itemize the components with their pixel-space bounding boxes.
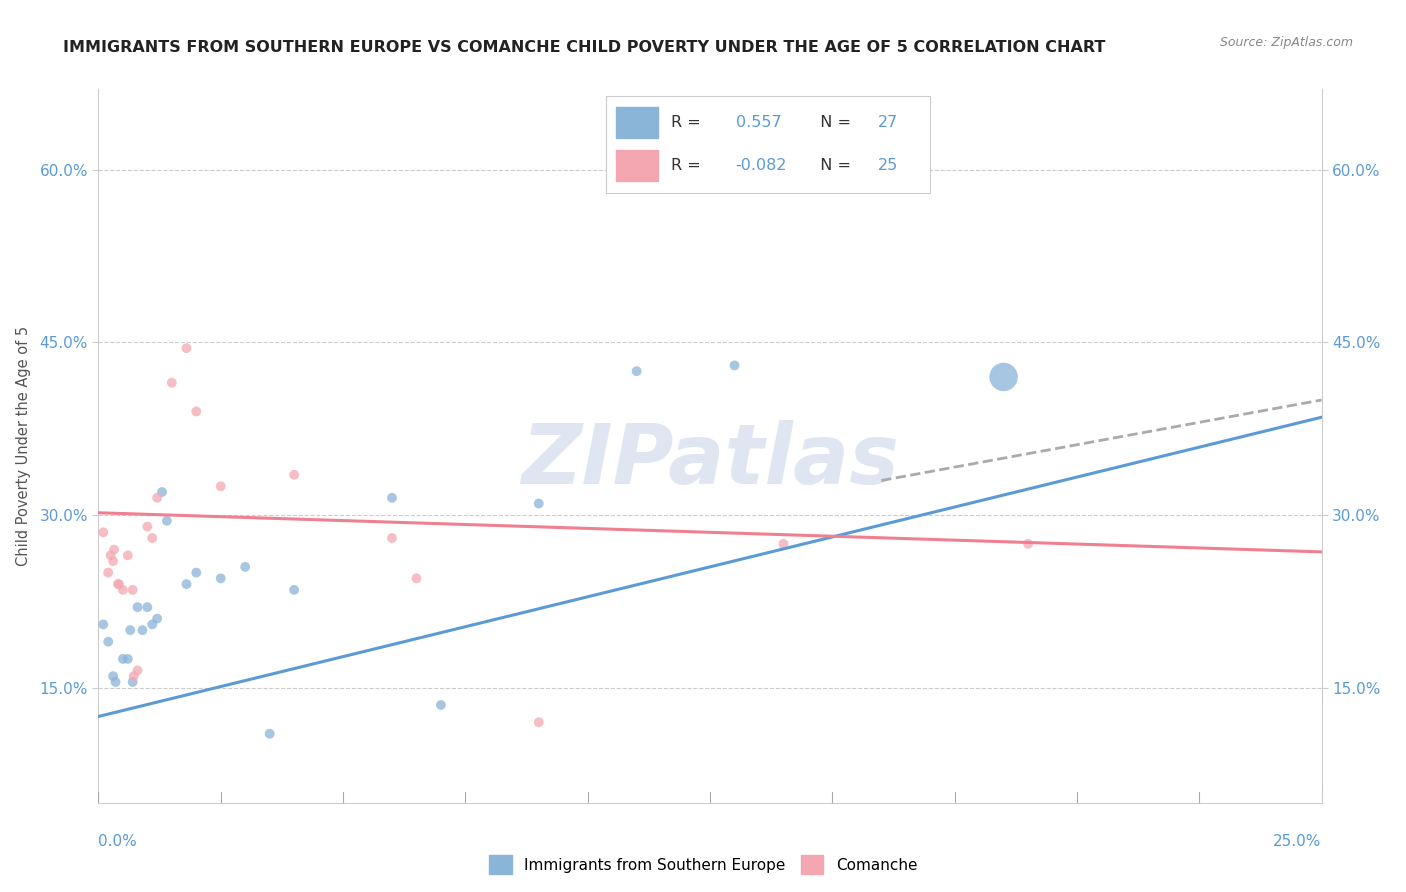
Point: [121, 675, 143, 690]
Text: Source: ZipAtlas.com: Source: ZipAtlas.com: [1219, 36, 1353, 49]
Point: [381, 491, 404, 505]
Point: [108, 577, 131, 591]
Point: [176, 577, 198, 591]
Point: [100, 549, 122, 563]
Point: [97, 566, 120, 580]
Point: [381, 531, 404, 545]
Point: [527, 715, 550, 730]
Point: [405, 571, 427, 585]
Point: [772, 537, 794, 551]
Point: [120, 623, 142, 637]
Y-axis label: Child Poverty Under the Age of 5: Child Poverty Under the Age of 5: [17, 326, 31, 566]
Point: [117, 652, 139, 666]
Point: [127, 664, 149, 678]
Point: [993, 370, 1015, 384]
Point: [141, 531, 163, 545]
Point: [107, 577, 129, 591]
Text: 25.0%: 25.0%: [1274, 834, 1322, 848]
Point: [122, 669, 145, 683]
Point: [209, 571, 232, 585]
Point: [97, 634, 120, 648]
Point: [91, 525, 114, 540]
Point: [156, 514, 179, 528]
Point: [150, 485, 173, 500]
Point: [117, 549, 139, 563]
Point: [160, 376, 183, 390]
Text: IMMIGRANTS FROM SOUTHERN EUROPE VS COMANCHE CHILD POVERTY UNDER THE AGE OF 5 COR: IMMIGRANTS FROM SOUTHERN EUROPE VS COMAN…: [63, 40, 1105, 55]
Point: [186, 404, 208, 418]
Point: [101, 554, 124, 568]
Point: [121, 582, 143, 597]
Point: [209, 479, 232, 493]
Point: [626, 364, 648, 378]
Point: [527, 497, 550, 511]
Point: [186, 566, 208, 580]
Point: [146, 612, 169, 626]
Point: [1017, 537, 1039, 551]
Point: [127, 600, 149, 615]
Point: [723, 359, 745, 373]
Point: [104, 675, 127, 690]
Point: [136, 519, 159, 533]
Text: 0.0%: 0.0%: [98, 834, 138, 848]
Point: [136, 600, 159, 615]
Point: [111, 582, 134, 597]
Point: [283, 582, 305, 597]
Point: [176, 341, 198, 355]
Point: [259, 727, 281, 741]
Point: [91, 617, 114, 632]
Point: [131, 623, 153, 637]
Text: ZIPatlas: ZIPatlas: [522, 420, 898, 500]
Point: [141, 617, 163, 632]
Point: [111, 652, 134, 666]
Point: [101, 669, 124, 683]
Point: [146, 491, 169, 505]
Point: [233, 559, 256, 574]
Point: [103, 542, 125, 557]
Point: [430, 698, 453, 712]
Legend: Immigrants from Southern Europe, Comanche: Immigrants from Southern Europe, Comanch…: [482, 849, 924, 880]
Point: [283, 467, 305, 482]
